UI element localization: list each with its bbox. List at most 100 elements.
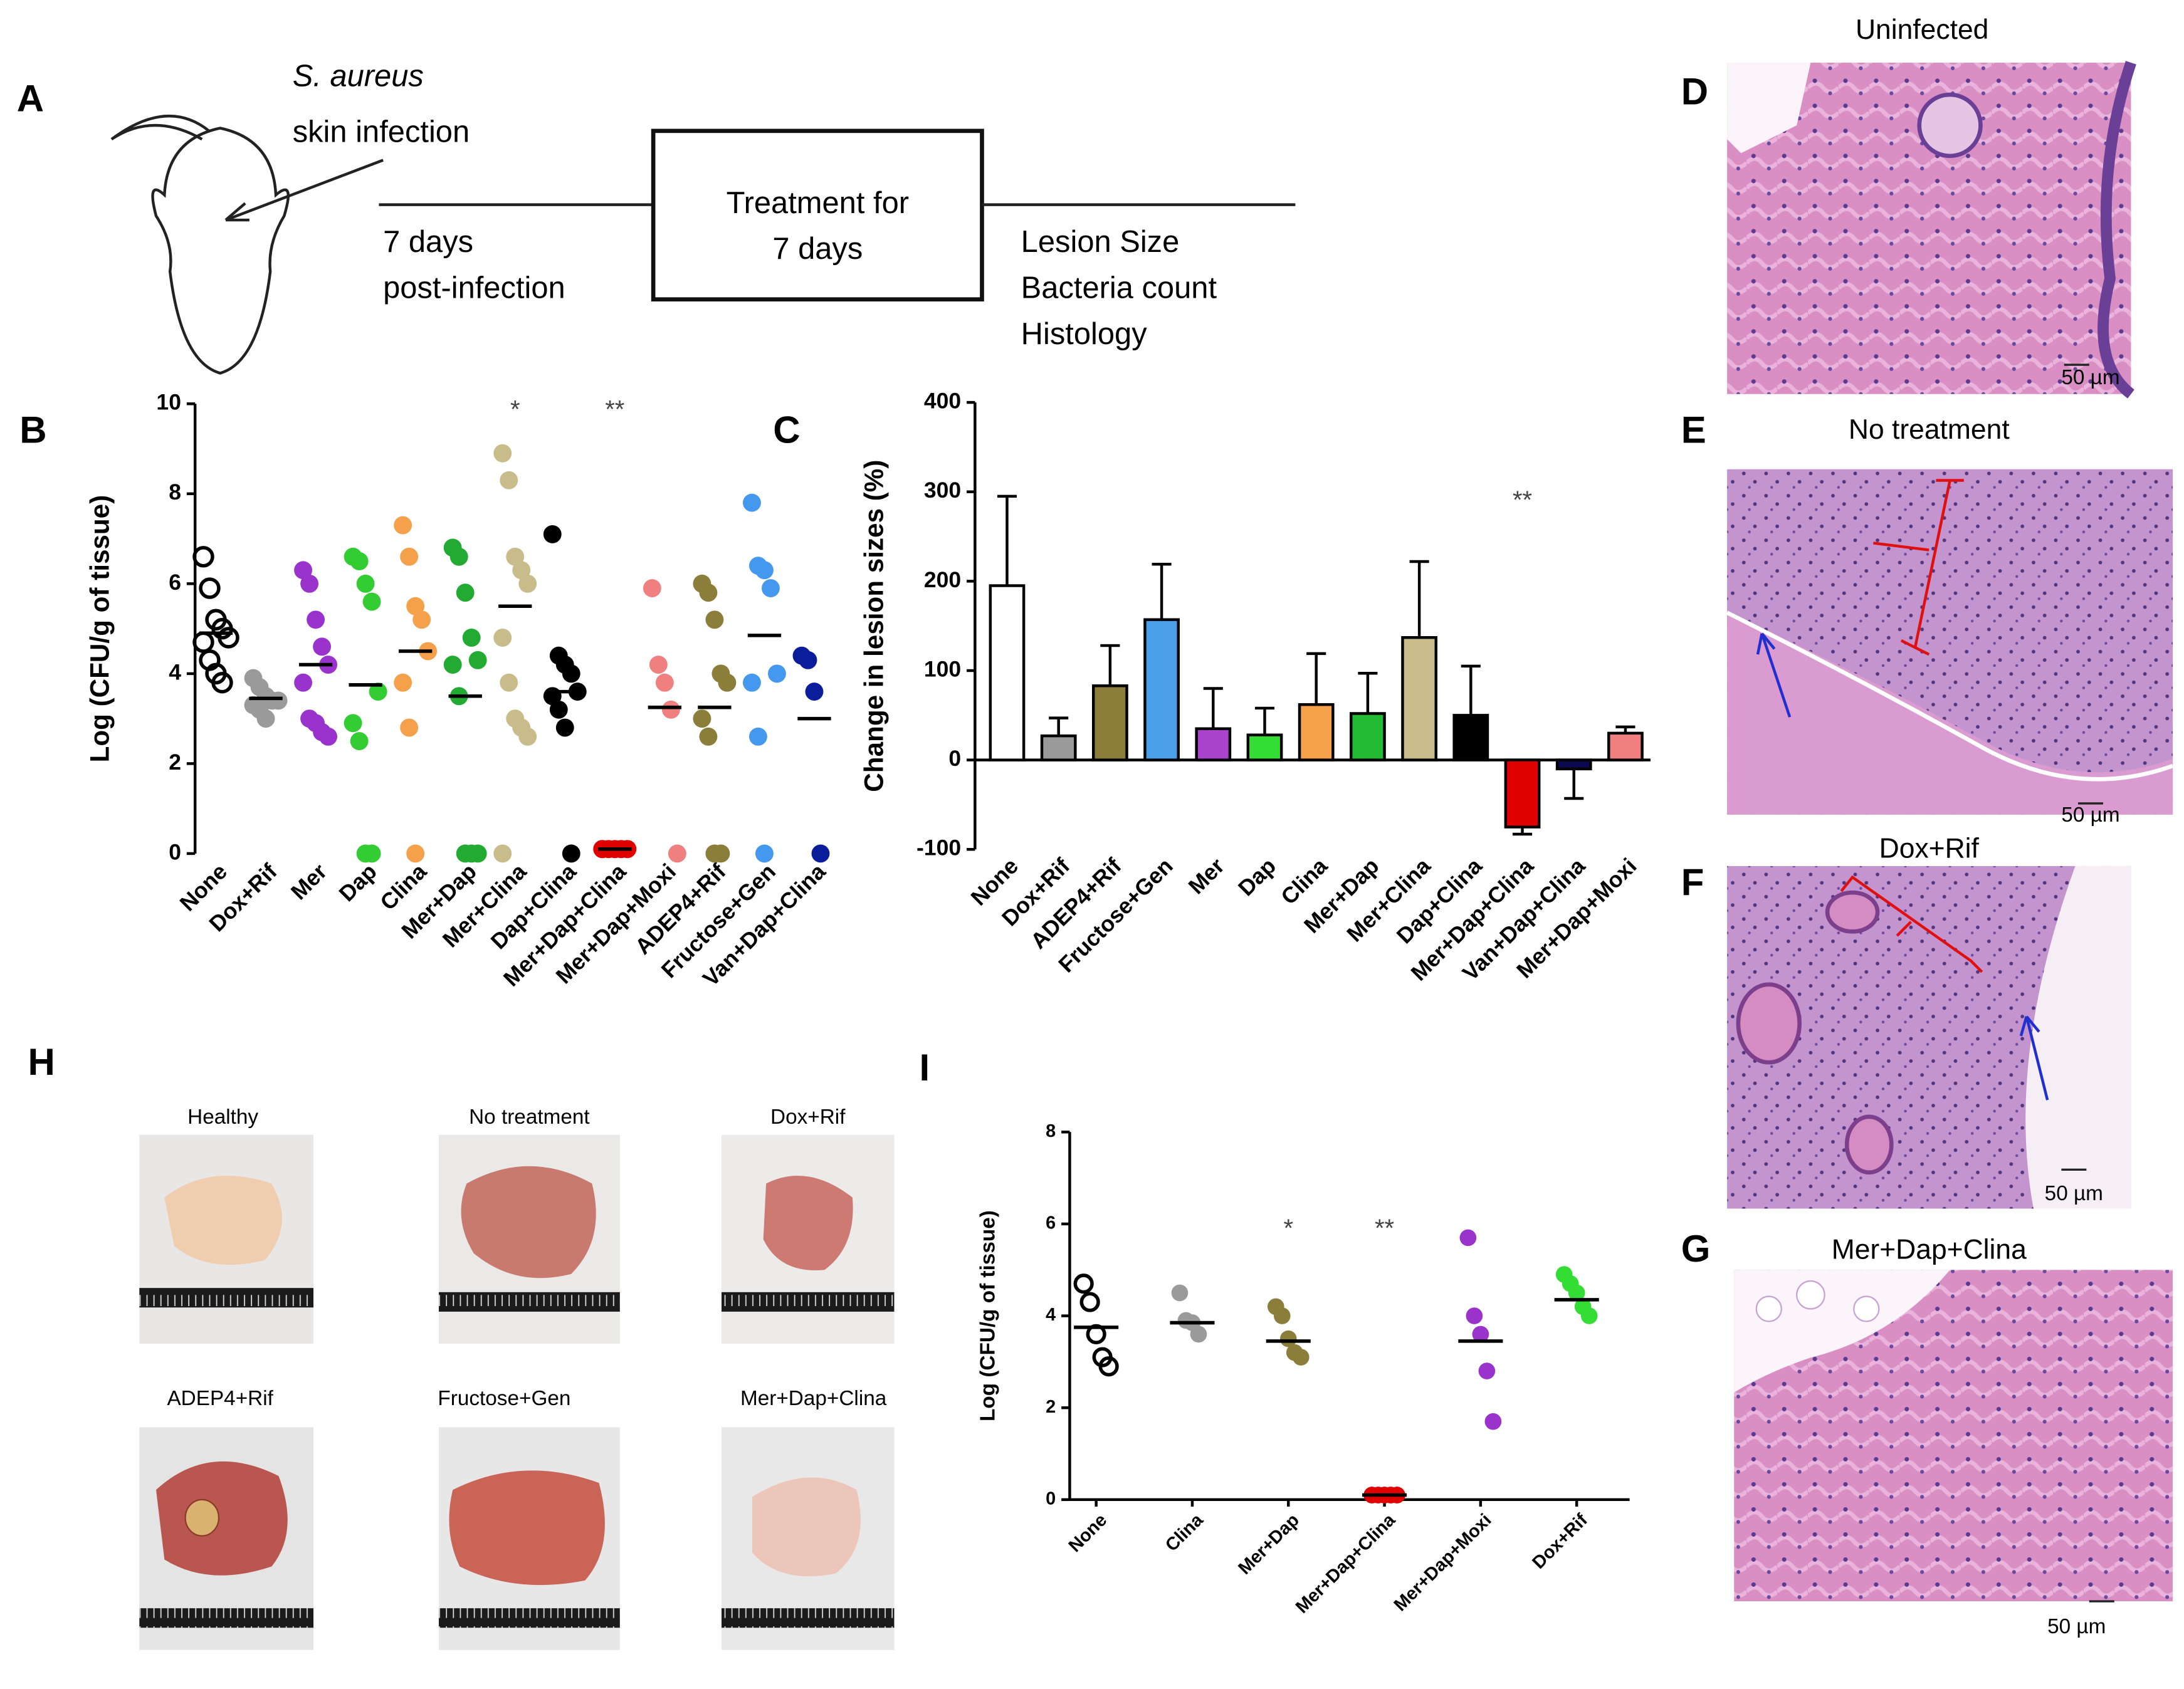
infection-arrow <box>225 159 384 222</box>
photo-caption: ADEP4+Rif <box>167 1387 273 1410</box>
photo <box>438 1134 620 1344</box>
treatment-box <box>651 128 984 302</box>
data-point <box>555 718 574 737</box>
data-point <box>1098 1356 1119 1377</box>
bracket <box>1840 875 1983 973</box>
data-point <box>500 673 518 692</box>
photo <box>139 1134 314 1344</box>
data-point <box>743 673 761 692</box>
bar <box>1040 734 1077 761</box>
x-tick-label: Mer <box>1184 853 1229 899</box>
y-tick-label: 2 <box>169 750 181 775</box>
data-point <box>699 727 718 746</box>
data-point <box>1580 1307 1598 1324</box>
data-point <box>811 844 830 863</box>
y-tick-label: 8 <box>169 479 181 505</box>
data-point <box>1079 1292 1100 1312</box>
data-point <box>493 444 512 463</box>
data-point <box>192 631 214 653</box>
histology-detail <box>1727 62 1811 154</box>
data-point <box>307 610 325 629</box>
photo-caption: Mer+Dap+Clina <box>740 1387 887 1410</box>
data-point <box>319 727 338 746</box>
histology-detail <box>1727 612 2173 815</box>
readout: Bacteria count <box>1021 271 1217 305</box>
bar <box>1246 733 1283 761</box>
photo <box>722 1134 895 1344</box>
data-point <box>767 664 786 683</box>
data-point <box>456 583 475 602</box>
y-tick-label: 0 <box>1046 1488 1056 1509</box>
data-point <box>344 714 362 733</box>
data-point <box>406 597 425 615</box>
y-tick-label: 8 <box>1046 1121 1056 1141</box>
histology-detail <box>1825 890 1880 934</box>
treatment-text: Treatment for <box>727 186 909 220</box>
x-tick-label: Mer <box>286 859 332 904</box>
data-point <box>562 844 580 863</box>
data-point <box>661 700 680 719</box>
data-point <box>1190 1326 1207 1343</box>
bar <box>989 584 1026 761</box>
y-tick-label: 200 <box>924 567 961 592</box>
y-tick-label: 400 <box>924 388 961 413</box>
y-tick-label: 6 <box>169 570 181 595</box>
data-point <box>643 579 661 597</box>
data-point <box>718 673 737 692</box>
histology-detail <box>1844 1114 1894 1175</box>
data-point <box>1073 1273 1094 1294</box>
data-point <box>362 592 381 611</box>
data-point <box>1279 1330 1297 1347</box>
panel-label: G <box>1681 1228 1711 1270</box>
bar <box>1195 727 1232 761</box>
panel-label: B <box>19 409 46 451</box>
data-point <box>518 727 537 746</box>
arrow-head <box>224 202 249 222</box>
data-point <box>699 583 718 602</box>
data-point <box>1484 1413 1502 1430</box>
x-tick-label: Dap <box>1233 854 1281 901</box>
data-point <box>743 493 761 512</box>
histology-title: Mer+Dap+Clina <box>1832 1234 2027 1265</box>
x-tick-label: Dap <box>334 859 382 906</box>
y-tick-label: 300 <box>924 478 961 503</box>
photo-caption: Dox+Rif <box>770 1106 846 1129</box>
y-tick-label: 100 <box>924 656 961 681</box>
data-point <box>693 709 711 728</box>
scale-label: 50 µm <box>2061 803 2119 827</box>
data-point <box>500 471 518 489</box>
organism: S. aureus <box>293 60 424 93</box>
data-point <box>218 627 239 649</box>
data-point <box>749 727 767 746</box>
y-tick-label: 2 <box>1046 1397 1056 1417</box>
y-tick-label: -100 <box>916 835 961 860</box>
data-point <box>761 579 780 597</box>
histology-detail <box>2025 865 2131 1209</box>
data-point <box>313 637 332 656</box>
x-tick-label: Mer+Dap+Moxi <box>1390 1510 1496 1615</box>
photo-caption: Healthy <box>187 1106 258 1129</box>
significance: ** <box>1513 486 1532 514</box>
data-point <box>543 525 562 543</box>
x-tick-label: Clina <box>1162 1510 1207 1556</box>
data-point <box>512 561 531 580</box>
data-point <box>1273 1307 1291 1324</box>
data-point <box>805 682 824 701</box>
panel-label: D <box>1681 71 1708 113</box>
data-point <box>755 844 774 863</box>
data-point <box>493 844 512 863</box>
data-point <box>493 629 512 647</box>
data-point <box>518 574 537 593</box>
panel-label: I <box>920 1047 930 1089</box>
data-point <box>356 574 375 593</box>
scale-label: 50 µm <box>2047 1615 2106 1638</box>
mouse-tail <box>110 114 210 141</box>
y-tick-label: 10 <box>156 390 181 415</box>
photo <box>139 1427 314 1650</box>
data-point <box>406 844 425 863</box>
data-point <box>1292 1349 1310 1366</box>
x-tick-label: Dox+Rif <box>1529 1510 1592 1573</box>
histology-detail <box>1796 1280 1825 1310</box>
